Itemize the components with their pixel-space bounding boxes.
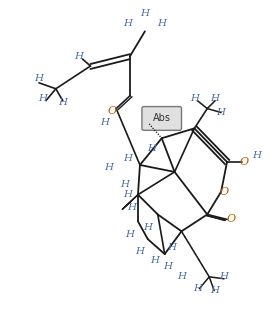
Text: H: H (150, 256, 159, 266)
Text: H: H (193, 284, 202, 293)
Text: H: H (38, 94, 48, 103)
Text: H: H (121, 180, 130, 189)
Text: O: O (108, 106, 117, 116)
Text: H: H (210, 286, 219, 295)
Text: H: H (210, 94, 219, 103)
Text: O: O (239, 157, 248, 167)
Text: H: H (177, 272, 186, 281)
Text: H: H (147, 144, 156, 153)
FancyBboxPatch shape (142, 107, 181, 130)
Text: H: H (74, 52, 83, 60)
Text: H: H (143, 223, 152, 232)
Text: H: H (252, 150, 261, 160)
Text: H: H (140, 9, 149, 18)
Text: H: H (167, 243, 176, 252)
Text: H: H (126, 230, 134, 239)
Text: H: H (58, 98, 67, 107)
Text: H: H (100, 118, 109, 127)
Text: H: H (124, 153, 133, 162)
Text: O: O (227, 214, 235, 224)
Text: H: H (220, 272, 229, 281)
Text: O: O (220, 187, 229, 197)
Text: H: H (217, 108, 226, 117)
Text: Abs: Abs (153, 113, 171, 124)
Polygon shape (122, 195, 138, 210)
Text: H: H (104, 163, 113, 173)
Text: H: H (190, 94, 199, 103)
Text: H: H (124, 190, 133, 199)
Text: H: H (124, 19, 133, 28)
Text: H: H (35, 74, 43, 84)
Text: H: H (136, 247, 144, 255)
Text: H: H (163, 262, 172, 271)
Text: H: H (127, 203, 137, 212)
Text: H: H (157, 19, 166, 28)
